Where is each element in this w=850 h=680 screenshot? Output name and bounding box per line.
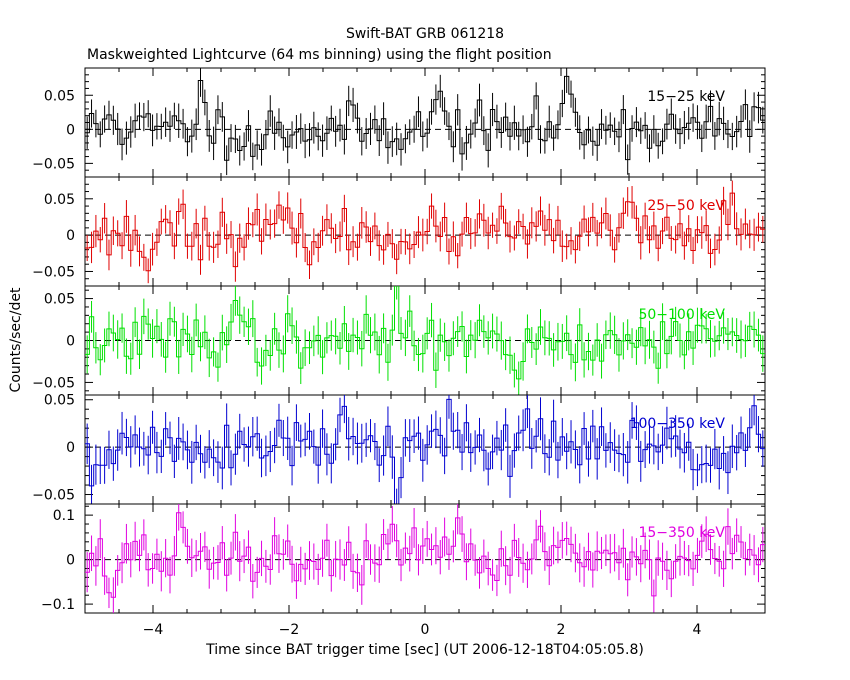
y-tick-label: 0 bbox=[66, 553, 75, 569]
y-tick-label: 0.05 bbox=[44, 88, 75, 104]
y-tick-label: −0.1 bbox=[41, 597, 75, 613]
x-tick-label: 4 bbox=[693, 622, 702, 638]
x-tick-label: 0 bbox=[421, 622, 430, 638]
y-tick-label: −0.05 bbox=[32, 375, 75, 391]
y-tick-label: 0.05 bbox=[44, 292, 75, 308]
y-tick-label: 0.05 bbox=[44, 192, 75, 208]
series-data bbox=[85, 504, 765, 613]
y-tick-label: −0.05 bbox=[32, 156, 75, 172]
chart-title: Swift-BAT GRB 061218 bbox=[346, 26, 504, 42]
y-tick-label: −0.05 bbox=[32, 264, 75, 280]
panel-1: −0.05 0 0.05 15−25 keV bbox=[32, 67, 766, 178]
series-data bbox=[85, 180, 765, 284]
x-tick-label: −4 bbox=[143, 622, 164, 638]
panel-5: −0.1 0 0.1 15−350 keV −4 −2 0 2 4 bbox=[41, 503, 766, 638]
panel-2: −0.05 0 0.05 25−50 keV bbox=[32, 176, 766, 287]
panel-4: −0.05 0 0.05 100−350 keV bbox=[32, 393, 766, 505]
x-tick-label: 2 bbox=[557, 622, 566, 638]
y-tick-label: 0 bbox=[66, 334, 75, 350]
x-axis-label: Time since BAT trigger time [sec] (UT 20… bbox=[205, 642, 644, 658]
series-label: 15−25 keV bbox=[647, 89, 725, 105]
series-data bbox=[85, 286, 765, 395]
series-step-line bbox=[85, 75, 765, 161]
series-data bbox=[85, 68, 765, 176]
series-label: 25−50 keV bbox=[647, 198, 725, 214]
y-tick-label: 0.05 bbox=[44, 393, 75, 409]
x-tick-label: −2 bbox=[279, 622, 300, 638]
y-tick-label: 0 bbox=[66, 228, 75, 244]
y-tick-label: −0.05 bbox=[32, 488, 75, 504]
series-step-line bbox=[85, 286, 765, 380]
chart-subtitle: Maskweighted Lightcurve (64 ms binning) … bbox=[87, 47, 552, 63]
series-step-line bbox=[85, 192, 765, 272]
y-axis-label: Counts/sec/det bbox=[8, 287, 24, 392]
panel-3: −0.05 0 0.05 50−100 keV bbox=[32, 285, 766, 396]
series-data bbox=[85, 395, 765, 504]
y-tick-label: 0.1 bbox=[53, 508, 75, 524]
series-label: 15−350 keV bbox=[638, 525, 725, 541]
series-label: 100−350 keV bbox=[630, 416, 726, 432]
series-label: 50−100 keV bbox=[638, 307, 725, 323]
panel-frame bbox=[84, 67, 766, 178]
y-tick-label: 0 bbox=[66, 122, 75, 138]
series-step-line bbox=[85, 398, 765, 504]
series-step-line bbox=[85, 512, 765, 598]
y-tick-label: 0 bbox=[66, 440, 75, 456]
